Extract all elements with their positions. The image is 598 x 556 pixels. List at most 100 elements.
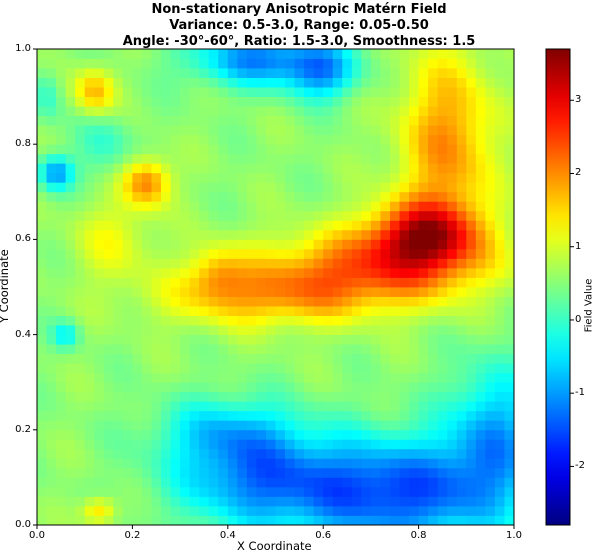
heatmap-cell — [37, 77, 47, 88]
heatmap-cell — [170, 353, 181, 364]
heatmap-cell — [208, 96, 219, 107]
heatmap-cell — [294, 287, 305, 297]
heatmap-cell — [380, 296, 391, 307]
heatmap-cell — [180, 344, 191, 355]
heatmap-cell — [389, 172, 400, 183]
heatmap-cell — [323, 87, 334, 97]
heatmap-cell — [332, 410, 343, 421]
heatmap-cell — [275, 182, 286, 193]
heatmap-cell — [389, 315, 400, 326]
heatmap-cell — [180, 106, 191, 117]
heatmap-cell — [380, 144, 391, 155]
heatmap-cell — [113, 77, 124, 88]
heatmap-cell — [208, 325, 219, 335]
heatmap-cell — [170, 68, 181, 78]
heatmap-cell — [161, 325, 171, 335]
heatmap-cell — [418, 58, 429, 69]
x-axis-label: X Coordinate — [237, 539, 312, 553]
heatmap-cell — [456, 96, 467, 107]
heatmap-cell — [389, 496, 400, 507]
heatmap-cell — [170, 87, 181, 97]
heatmap-cell — [256, 77, 267, 88]
heatmap-cell — [285, 382, 295, 393]
heatmap-cell — [437, 115, 448, 126]
heatmap-cell — [361, 467, 372, 478]
heatmap-cell — [103, 458, 114, 469]
heatmap-cell — [132, 182, 143, 193]
heatmap-cell — [504, 144, 515, 155]
heatmap-cell — [218, 106, 229, 117]
heatmap-cell — [246, 125, 257, 136]
heatmap-cell — [313, 220, 324, 231]
heatmap-cell — [389, 220, 400, 231]
heatmap-cell — [265, 115, 276, 126]
heatmap-cell — [265, 277, 276, 288]
heatmap-cell — [65, 267, 76, 278]
heatmap-cell — [294, 201, 305, 212]
heatmap-cell — [504, 210, 515, 221]
heatmap-cell — [46, 153, 57, 164]
heatmap-cell — [122, 220, 133, 231]
heatmap-cell — [189, 296, 200, 307]
heatmap-cell — [437, 277, 448, 288]
heatmap-cell — [218, 248, 229, 259]
heatmap-cell — [389, 363, 400, 374]
heatmap-cell — [170, 363, 181, 374]
heatmap-cell — [208, 153, 219, 164]
heatmap-cell — [437, 191, 448, 202]
heatmap-cell — [323, 144, 334, 155]
heatmap-cell — [418, 96, 429, 107]
heatmap-cell — [342, 106, 353, 117]
heatmap-cell — [180, 134, 191, 145]
heatmap-cell — [46, 125, 57, 136]
heatmap-cell — [323, 486, 334, 497]
heatmap-cell — [342, 125, 353, 136]
heatmap-cell — [37, 420, 47, 431]
heatmap-cell — [161, 315, 171, 326]
heatmap-cell — [237, 144, 248, 155]
heatmap-cell — [428, 353, 439, 364]
heatmap-cell — [218, 277, 229, 288]
heatmap-cell — [389, 239, 400, 250]
heatmap-cell — [361, 210, 372, 221]
heatmap-cell — [351, 163, 362, 174]
heatmap-cell — [313, 182, 324, 193]
heatmap-cell — [199, 144, 210, 155]
heatmap-cell — [456, 258, 467, 269]
heatmap-cell — [304, 106, 315, 117]
heatmap-cell — [94, 296, 105, 307]
heatmap-cell — [370, 172, 381, 183]
heatmap-cell — [332, 315, 343, 326]
heatmap-cell — [256, 287, 267, 297]
heatmap-cell — [504, 353, 515, 364]
heatmap-cell — [447, 106, 458, 117]
heatmap-cell — [409, 96, 419, 107]
heatmap-cell — [46, 477, 57, 488]
heatmap-cell — [122, 229, 133, 240]
heatmap-cell — [466, 163, 477, 174]
heatmap-cell — [494, 115, 505, 126]
heatmap-cell — [151, 486, 162, 497]
heatmap-cell — [494, 87, 505, 97]
heatmap-cell — [342, 220, 353, 231]
heatmap-cell — [84, 496, 95, 507]
heatmap-cell — [65, 344, 76, 355]
heatmap-cell — [332, 229, 343, 240]
heatmap-cell — [332, 248, 343, 259]
heatmap-cell — [65, 363, 76, 374]
heatmap-cell — [180, 58, 191, 69]
heatmap-cell — [103, 49, 114, 59]
heatmap-cell — [189, 363, 200, 374]
heatmap-cell — [65, 486, 76, 497]
heatmap-cell — [37, 229, 47, 240]
heatmap-cell — [56, 515, 67, 526]
heatmap-cell — [256, 315, 267, 326]
heatmap-cell — [275, 391, 286, 402]
heatmap-cell — [313, 429, 324, 440]
heatmap-cell — [332, 115, 343, 126]
heatmap-cell — [170, 77, 181, 88]
heatmap-cell — [180, 87, 191, 97]
heatmap-cell — [151, 344, 162, 355]
heatmap-cell — [161, 458, 171, 469]
heatmap-cell — [313, 58, 324, 69]
